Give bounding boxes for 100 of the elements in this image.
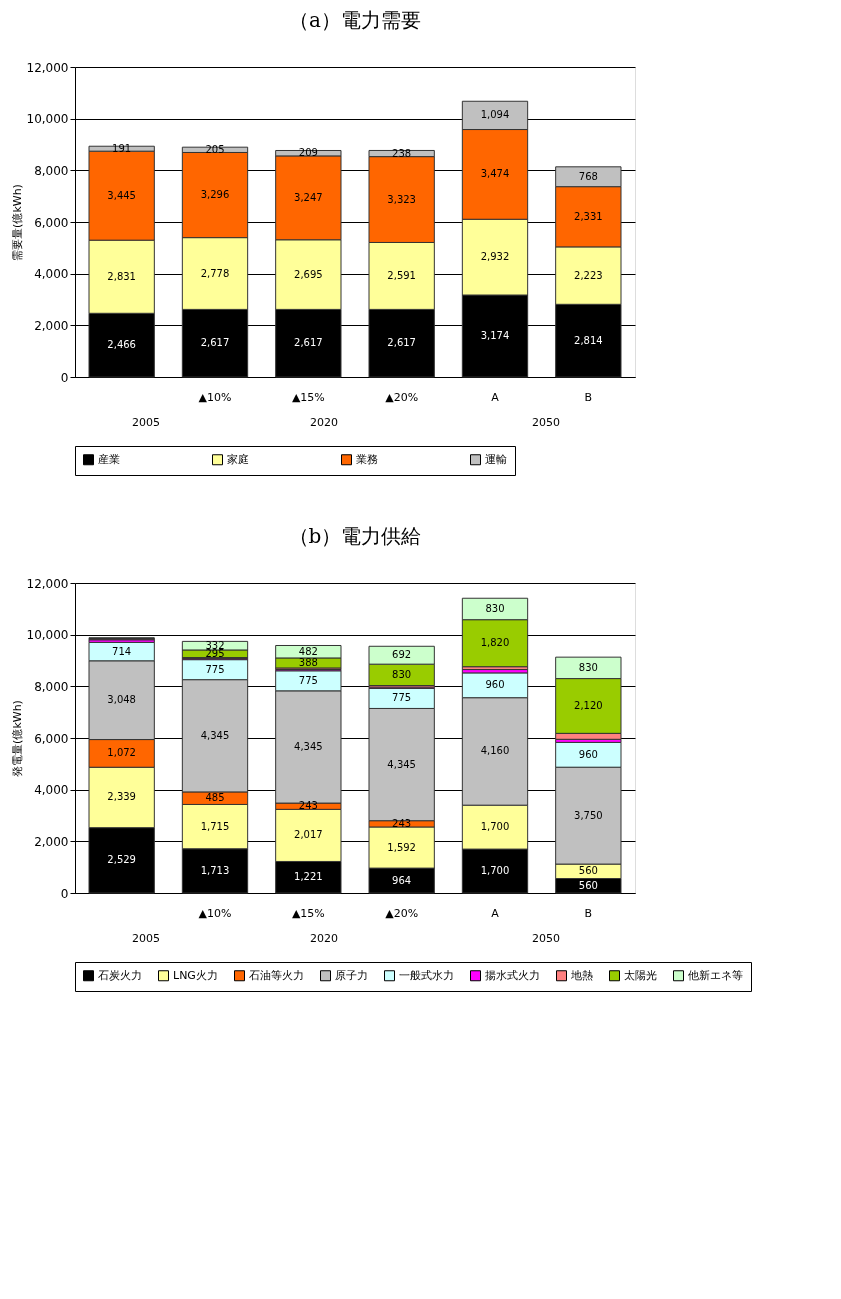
y-tick-label: 4,000 [34,267,69,282]
y-tick-label: 12,000 [26,576,69,591]
y-axis-title: 発電量(億kWh) [10,700,24,777]
data-label: 238 [392,147,412,159]
legend-label: 他新エネ等 [688,968,743,982]
data-label: 2,223 [574,269,603,281]
chart-title: （b）電力供給 [288,524,422,548]
y-tick-label: 6,000 [34,731,69,746]
x-tick-label: ▲15% [291,390,325,404]
x-tick-label: ▲20% [385,906,419,920]
data-label: 4,345 [294,740,323,752]
data-label: 768 [578,170,598,182]
data-label: 3,174 [480,330,510,341]
x-tick-label: ▲15% [291,906,325,920]
y-tick-label: 8,000 [34,163,69,178]
data-label: 388 [298,656,318,668]
legend-label: 揚水式火力 [485,968,540,982]
legend-label: 家庭 [227,452,249,466]
y-tick-label: 2,000 [34,834,69,849]
data-label: 4,345 [200,729,230,741]
data-label: 4,160 [480,745,510,757]
data-label: 3,474 [480,168,510,180]
data-label: 1,820 [480,637,510,649]
legend-label: 石油等火力 [249,968,304,982]
y-tick-label: 12,000 [26,60,69,75]
data-label: 775 [392,692,412,704]
data-label: 964 [392,874,412,886]
data-label: 3,323 [387,193,416,205]
data-label: 3,296 [200,189,230,201]
data-label: 2,932 [480,251,510,263]
x-tick-label: B [584,906,593,920]
data-label: 2,339 [107,791,136,803]
data-label: 2,778 [200,267,230,279]
y-tick-label: 10,000 [26,112,69,127]
data-label: 2,529 [107,854,136,866]
data-label: 2,617 [387,337,416,349]
text: 2050 [532,932,561,945]
legend-label: 業務 [356,452,378,466]
data-label: 3,048 [107,694,136,706]
text: 2050 [532,416,561,429]
data-label: 482 [298,645,318,657]
legend-label: 一般式水力 [399,968,454,982]
data-label: 2,695 [294,268,323,280]
x-tick-label: A [491,390,500,404]
legend-label: 産業 [98,452,120,466]
text: 2020 [309,932,338,945]
data-label: 4,345 [387,758,416,770]
data-label: 692 [392,649,412,661]
data-label: 714 [112,645,132,657]
data-label: 960 [578,748,598,760]
data-label: 830 [485,602,505,614]
x-tick-label: ▲10% [198,906,232,920]
x-tick-label: ▲10% [198,390,232,404]
legend-label: 地熱 [570,968,593,982]
data-label: 485 [205,792,225,804]
data-label: 1,592 [387,841,416,853]
x-tick-label: B [584,390,593,404]
y-tick-label: 10,000 [26,628,69,643]
y-tick-label: 0 [60,886,69,901]
y-tick-label: 8,000 [34,679,69,694]
data-label: 2,591 [387,269,416,281]
x-tick-label: A [491,906,500,920]
data-label: 2,331 [574,210,603,222]
legend-label: 原子力 [335,968,368,982]
chart-title: （a）電力需要 [289,8,421,32]
y-tick-label: 6,000 [34,215,69,230]
text: 2020 [309,416,338,429]
data-label: 2,120 [574,699,603,711]
data-label: 1,713 [200,864,230,876]
legend-label: LNG火力 [173,968,218,982]
y-tick-label: 0 [60,370,69,385]
data-label: 3,247 [294,191,323,203]
data-label: 775 [205,663,225,675]
data-label: 1,094 [480,109,510,121]
data-label: 2,617 [294,337,323,349]
text: 2005 [132,416,161,429]
data-label: 2,466 [107,339,136,351]
y-tick-label: 4,000 [34,783,69,798]
data-label: 243 [392,817,412,829]
data-label: 2,017 [294,829,323,841]
data-label: 1,700 [480,865,510,877]
legend-label: 運輸 [485,452,507,466]
y-axis-title: 需要量(億kWh) [10,184,24,261]
data-label: 960 [485,679,505,691]
data-label: 830 [392,668,412,680]
legend-label: 石炭火力 [98,968,142,982]
data-label: 2,617 [200,337,230,349]
data-label: 775 [298,674,318,686]
x-tick-label: ▲20% [385,390,419,404]
legend-label: 太陽光 [624,968,657,982]
data-label: 1,700 [480,821,510,833]
data-label: 560 [578,865,598,877]
data-label: 1,715 [200,820,230,832]
data-label: 3,445 [107,189,136,201]
text: 2005 [132,932,161,945]
data-label: 191 [112,142,132,154]
data-label: 1,072 [107,747,136,759]
data-label: 560 [578,879,598,891]
y-tick-label: 2,000 [34,318,69,333]
data-label: 830 [578,661,598,673]
